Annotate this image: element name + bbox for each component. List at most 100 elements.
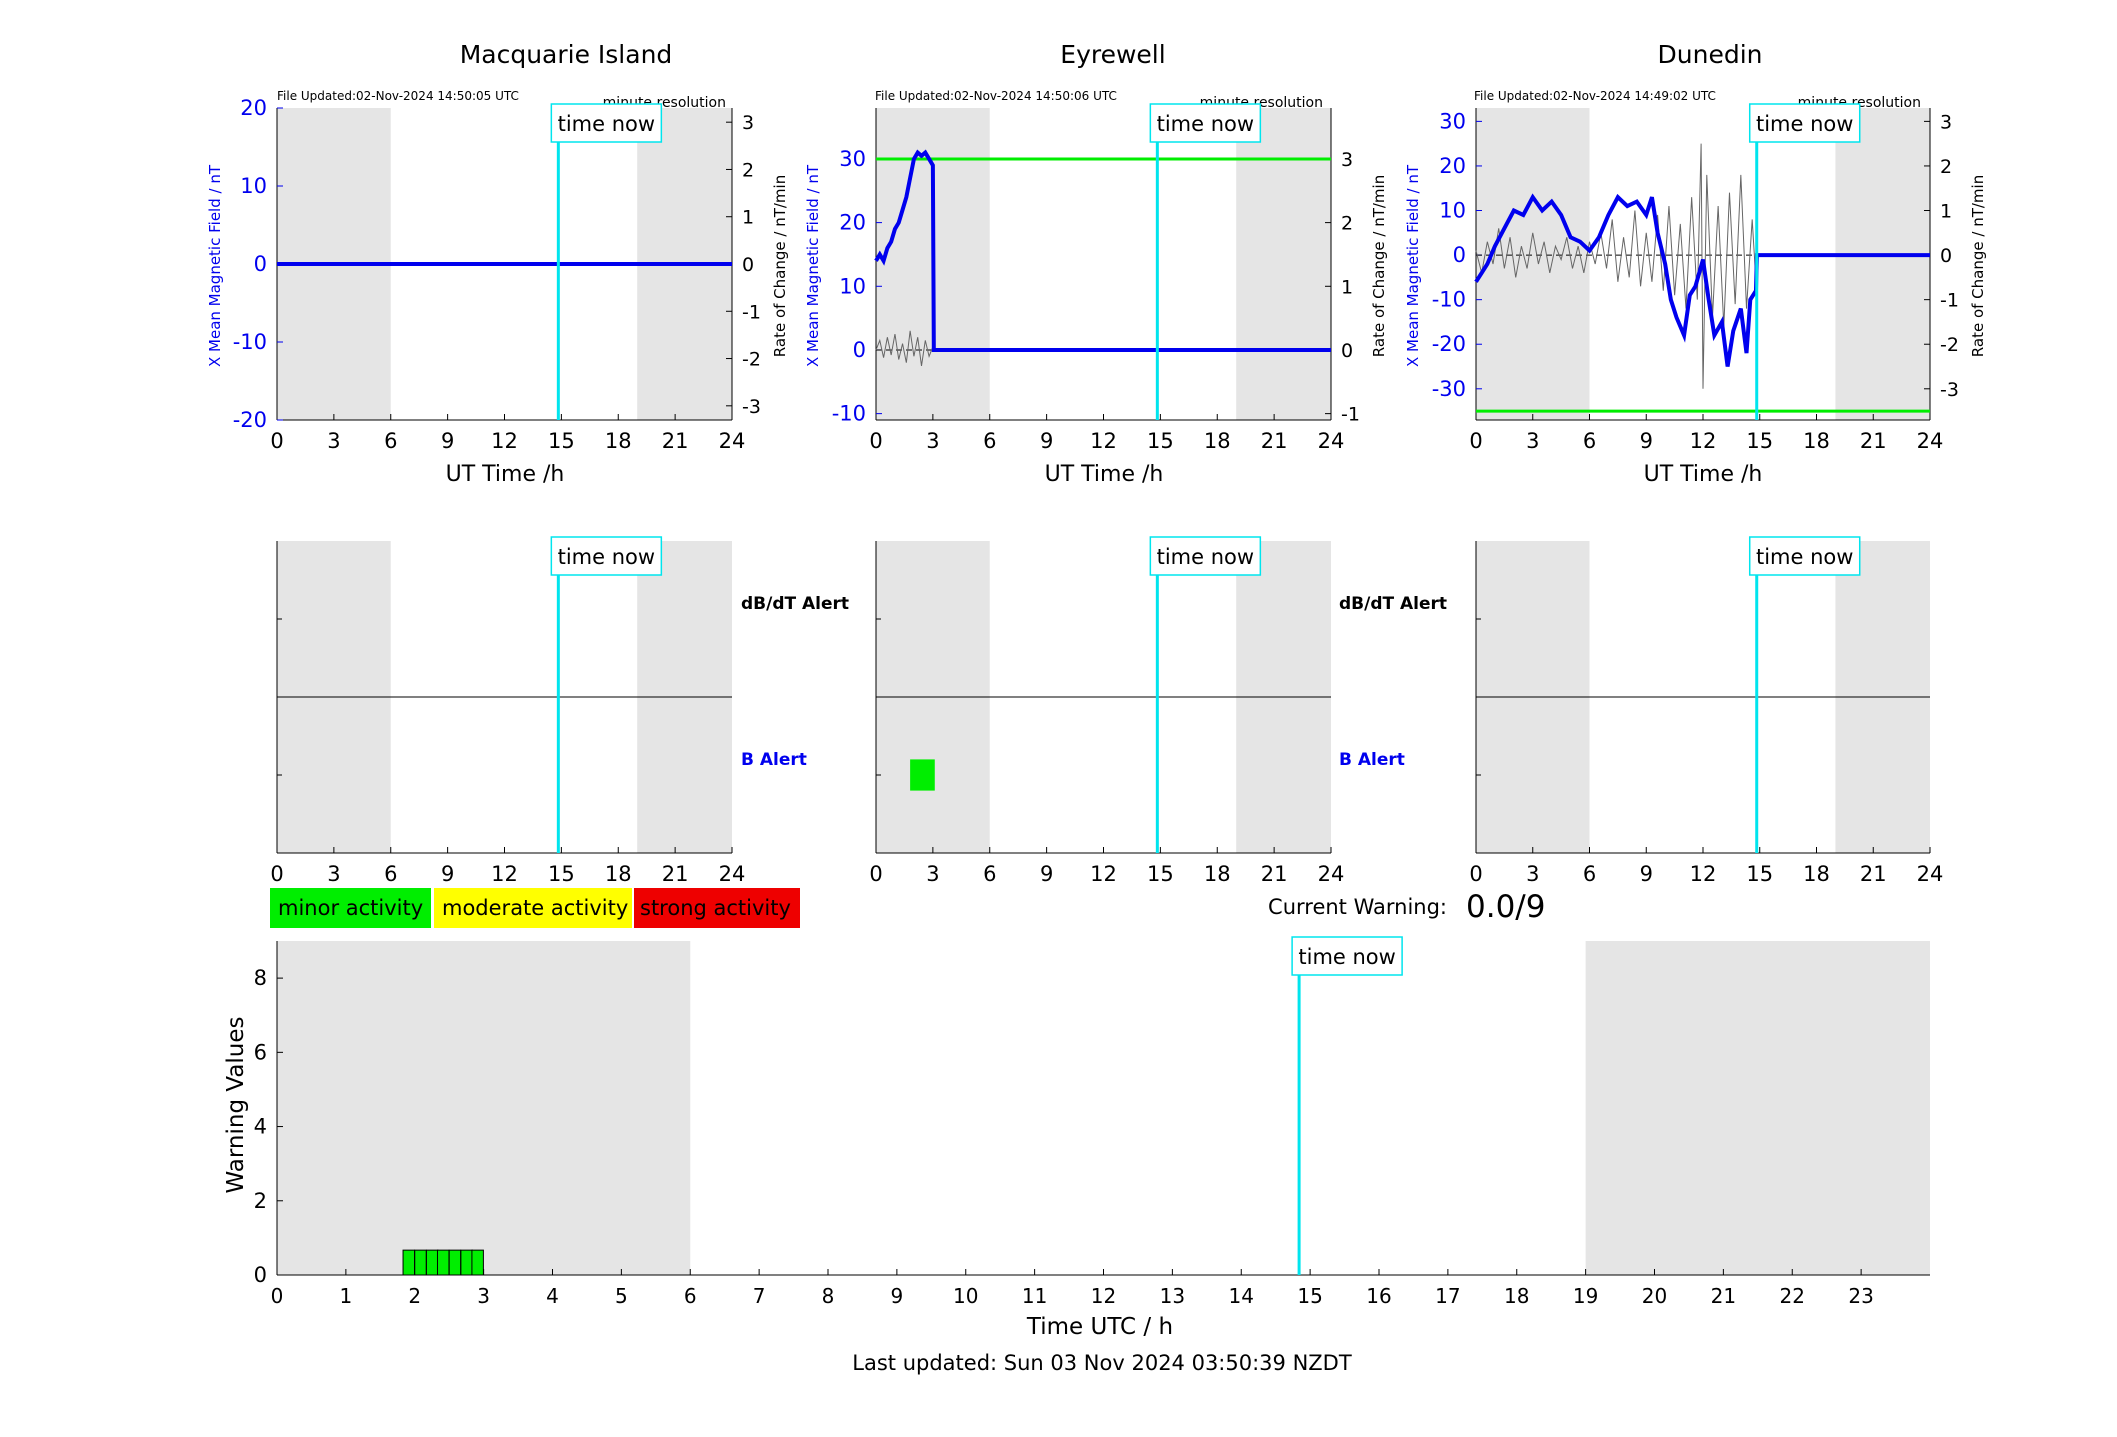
time-now-box [550, 103, 663, 143]
x-tick-label: 15 [1147, 429, 1174, 453]
b-alert-label-eyrewell: B Alert [1339, 750, 1405, 770]
x-tick-label: 9 [441, 429, 454, 453]
warning-bar [436, 1249, 450, 1276]
station-title-macquarie: Macquarie Island [460, 40, 673, 69]
x-tick-label: 9 [1640, 862, 1653, 886]
station-title-eyrewell: Eyrewell [1060, 40, 1165, 69]
alert-strip-eyrewell: 0 3 6 9 12 15 18 21 24 time now [869, 536, 1345, 886]
x-tick-label: 24 [719, 429, 746, 453]
current-warning-value: 0.0/9 [1466, 889, 1545, 925]
y2-tick-label: 3 [742, 112, 754, 134]
x-tick-label: 18 [1803, 862, 1830, 886]
y-tick-label: 10 [240, 174, 267, 198]
y2-tick-label: 1 [1940, 201, 1952, 223]
x-tick-label: 0 [1469, 429, 1482, 453]
night-shading [1835, 108, 1930, 420]
legend-strong-swatch [634, 888, 800, 928]
x-tick-label: 13 [1160, 1284, 1185, 1308]
warning-bar [414, 1249, 427, 1276]
x-tick-label: 15 [548, 862, 575, 886]
warning-bar [460, 1249, 473, 1276]
y-tick-label: -10 [832, 402, 866, 426]
x-tick-label: 18 [1204, 429, 1231, 453]
y2-tick-label: 1 [1341, 276, 1353, 298]
x-axis-label-eyrewell: UT Time /h [1045, 462, 1164, 487]
x-tick-label: 3 [926, 862, 939, 886]
x-tick-label: 6 [1583, 862, 1596, 886]
magnetic-field-chart-macquarie: 0 3 6 9 12 15 18 21 24-20-1001020-3-2-10123time … [233, 96, 761, 453]
x-tick-label: 21 [1711, 1284, 1736, 1308]
activity-legend: minor activity moderate activity strong … [270, 888, 800, 928]
station-title-dunedin: Dunedin [1658, 40, 1763, 69]
y-tick-label: 0 [1453, 243, 1466, 267]
x-tick-label: 24 [1318, 429, 1345, 453]
x-tick-label: 17 [1435, 1284, 1460, 1308]
night-shading [277, 941, 691, 1275]
time-now-label: time now [1756, 112, 1853, 136]
y2-tick-label: -2 [1940, 334, 1959, 356]
dbdt-alert-label-macquarie: dB/dT Alert [741, 594, 849, 614]
y2-axis-label-eyrewell: Rate of Change / nT/min [1370, 175, 1388, 357]
x-tick-label: 9 [1640, 429, 1653, 453]
x-tick-label: 15 [1746, 862, 1773, 886]
warning-x-axis-label: Time UTC / h [1026, 1314, 1173, 1340]
alert-strip-dunedin: 0 3 6 9 12 15 18 21 24 time now [1469, 536, 1943, 886]
y-tick-label: 2 [254, 1189, 267, 1213]
y2-axis-label-dunedin: Rate of Change / nT/min [1969, 175, 1987, 357]
x-tick-label: 21 [1860, 429, 1887, 453]
y-tick-label: 30 [1439, 109, 1466, 133]
y-axis-label-eyrewell: X Mean Magnetic Field / nT [804, 164, 822, 367]
x-tick-label: 24 [719, 862, 746, 886]
x-tick-label: 18 [1204, 862, 1231, 886]
y2-tick-label: -2 [742, 349, 761, 371]
warning-values-chart: 0 1 2 3 4 5 6 7 8 9 10 11 12 13 14 15 16 17 18 19 20 21 22 2302… [254, 936, 1930, 1308]
legend-minor-label: minor activity [278, 896, 423, 920]
x-tick-label: 9 [1040, 429, 1053, 453]
magnetic-field-chart-dunedin: 0 3 6 9 12 15 18 21 24-30-20-100102030-3-2-10123… [1432, 103, 1959, 453]
x-tick-label: 24 [1318, 862, 1345, 886]
x-tick-label: 18 [1504, 1284, 1529, 1308]
legend-minor-swatch [270, 888, 431, 928]
y-tick-label: -20 [1432, 332, 1466, 356]
time-now-box [1748, 536, 1861, 576]
file-updated-macquarie: File Updated:02-Nov-2024 14:50:05 UTC [277, 89, 519, 103]
time-now-box [550, 536, 663, 576]
x-tick-label: 0 [1469, 862, 1482, 886]
y-tick-label: -30 [1432, 377, 1466, 401]
x-tick-label: 14 [1229, 1284, 1254, 1308]
x-tick-label: 3 [327, 429, 340, 453]
b-alert-label-macquarie: B Alert [741, 750, 807, 770]
time-now-box [1149, 536, 1262, 576]
field-line [1474, 193, 1930, 367]
field-line [874, 149, 1331, 352]
y-axis-label-macquarie: X Mean Magnetic Field / nT [206, 164, 224, 367]
y-tick-label: 10 [1439, 199, 1466, 223]
y2-tick-label: -3 [742, 396, 761, 418]
x-tick-label: 16 [1366, 1284, 1391, 1308]
x-tick-label: 18 [605, 429, 632, 453]
x-tick-label: 12 [491, 429, 518, 453]
legend-moderate-label: moderate activity [442, 896, 628, 920]
x-tick-label: 9 [891, 1284, 904, 1308]
y2-tick-label: -3 [1940, 379, 1959, 401]
x-tick-label: 12 [491, 862, 518, 886]
x-tick-label: 0 [270, 862, 283, 886]
night-shading [1585, 941, 1930, 1275]
x-tick-label: 9 [441, 862, 454, 886]
time-now-label: time now [558, 112, 655, 136]
x-tick-label: 18 [1803, 429, 1830, 453]
x-tick-label: 12 [1690, 429, 1717, 453]
x-tick-label: 20 [1642, 1284, 1667, 1308]
y2-tick-label: 2 [1940, 156, 1952, 178]
night-shading [1476, 108, 1590, 420]
x-tick-label: 24 [1917, 429, 1944, 453]
x-tick-label: 15 [548, 429, 575, 453]
x-tick-label: 21 [662, 429, 689, 453]
x-tick-label: 6 [1583, 429, 1596, 453]
time-now-label: time now [1157, 545, 1254, 569]
y2-tick-label: 1 [742, 207, 754, 229]
x-tick-label: 18 [605, 862, 632, 886]
x-tick-label: 23 [1848, 1284, 1873, 1308]
